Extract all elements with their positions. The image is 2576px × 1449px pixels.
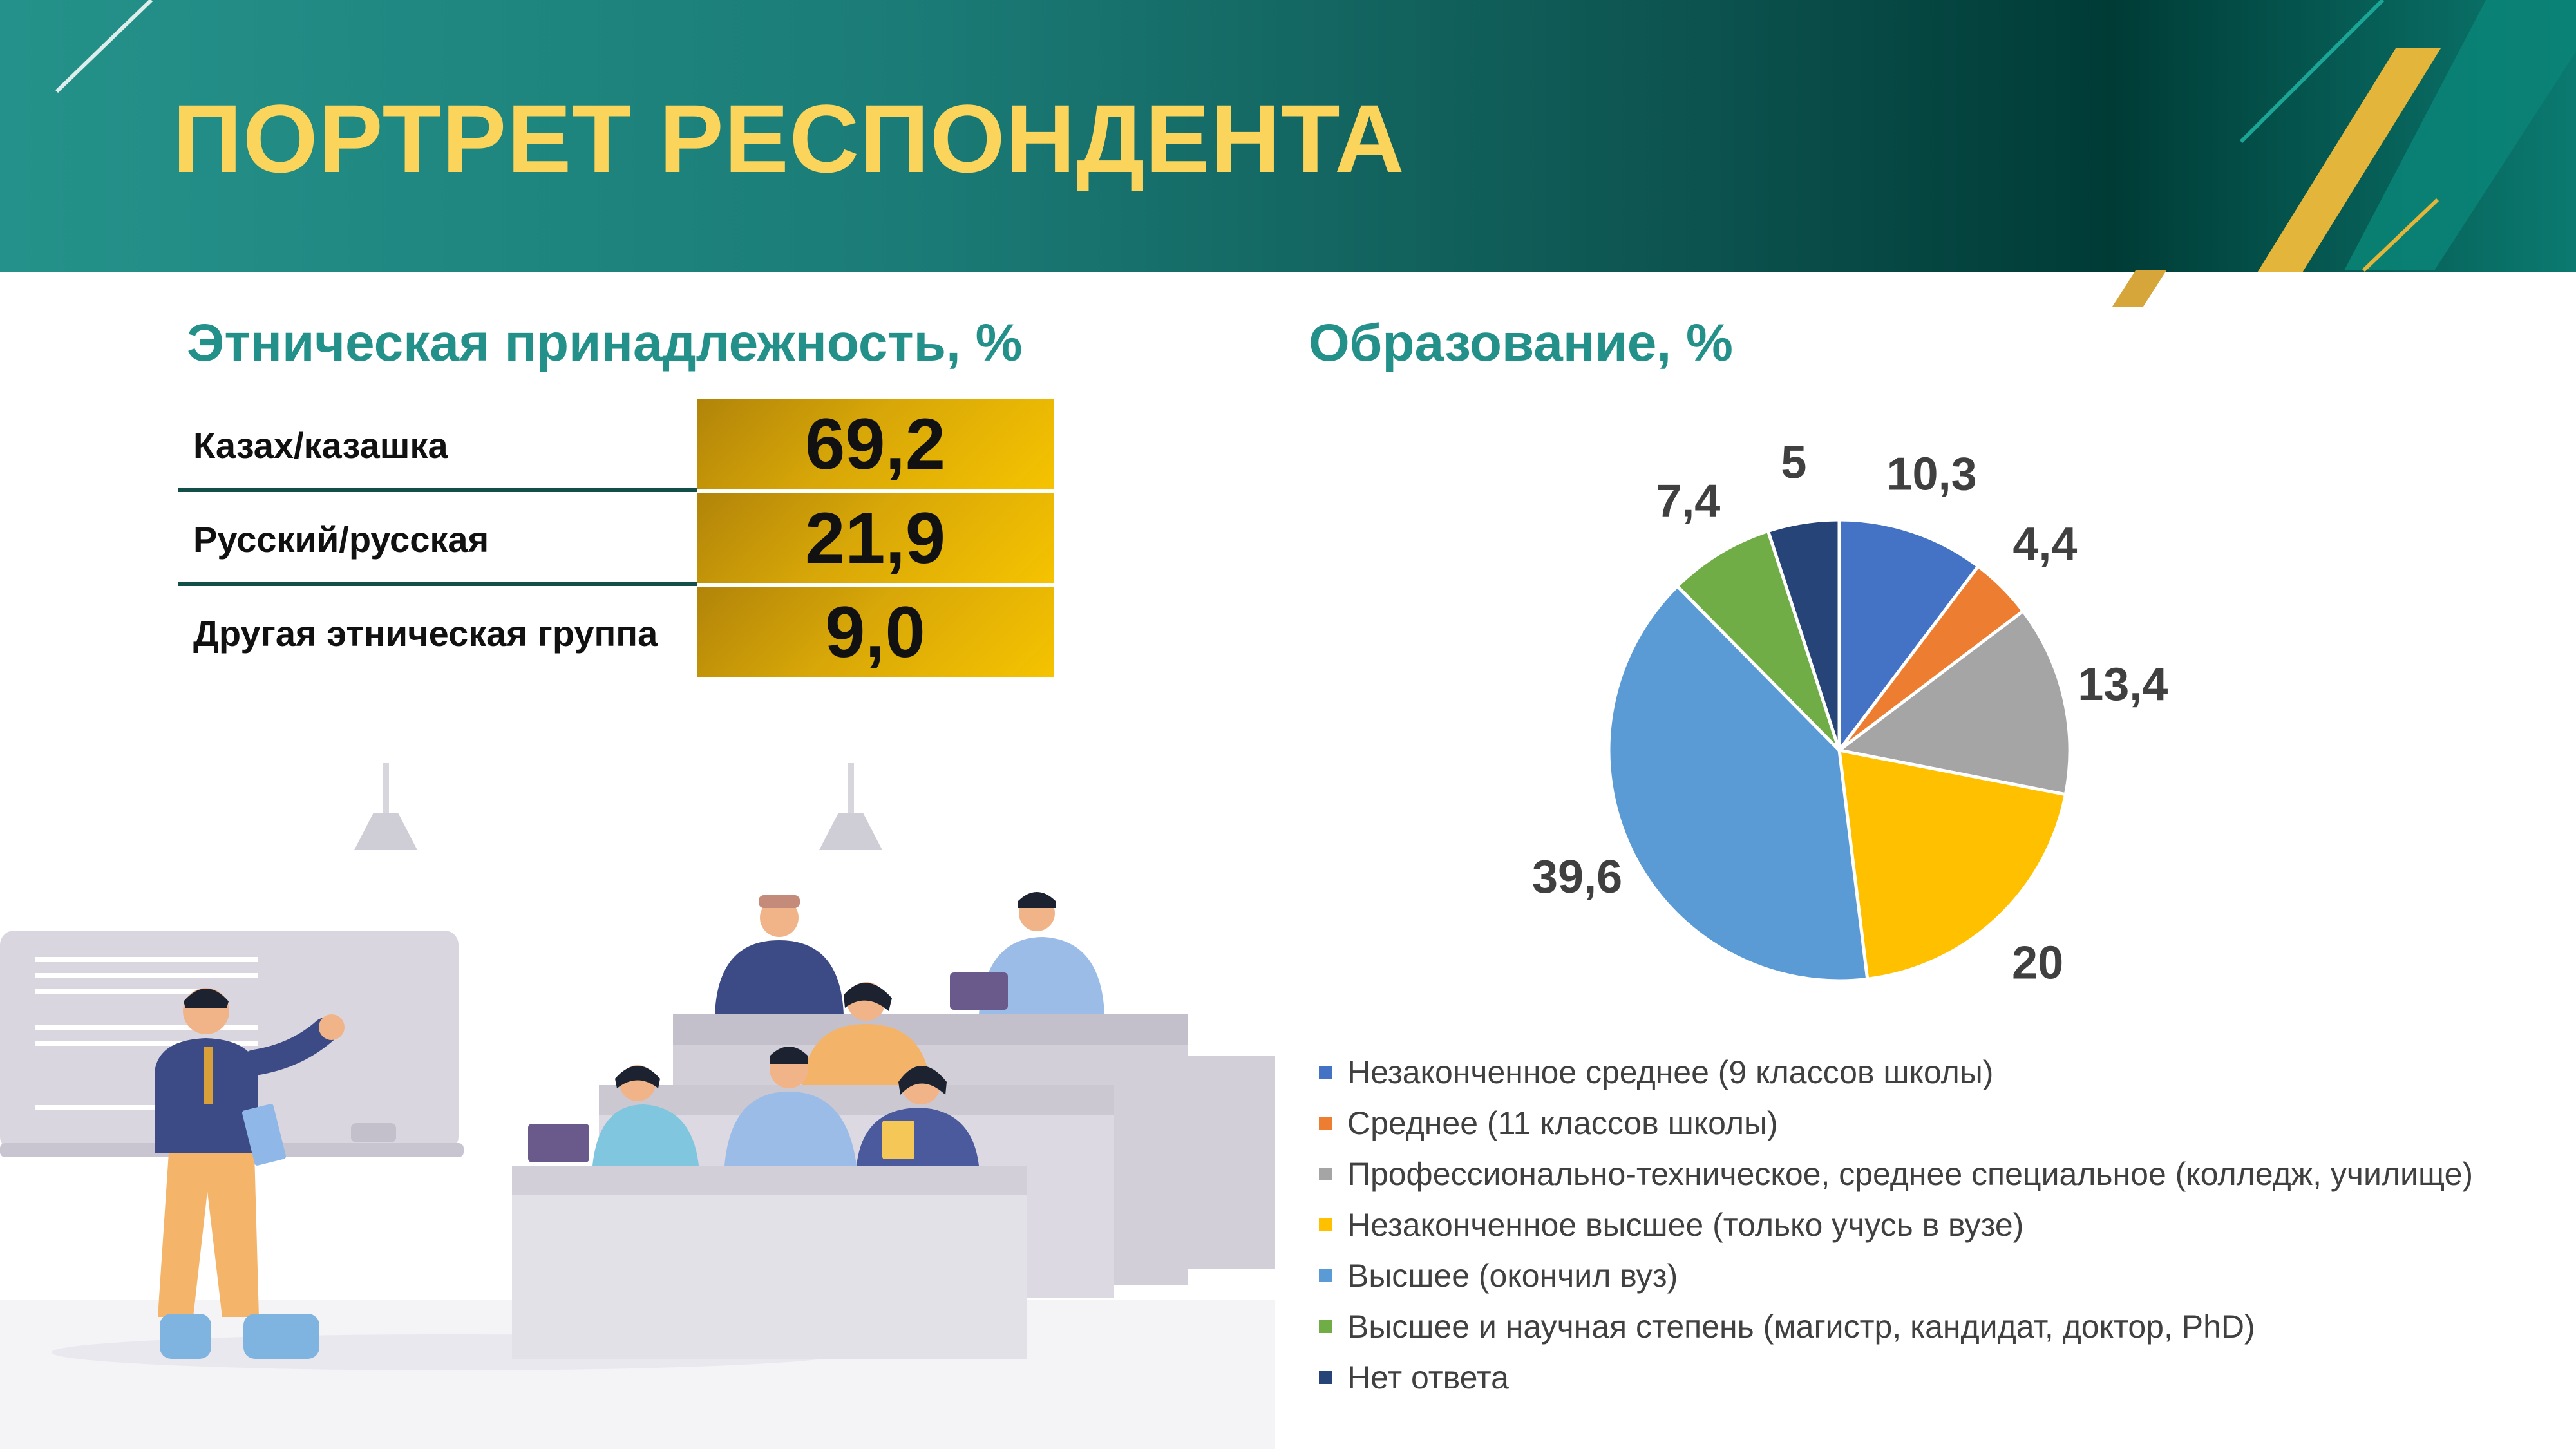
legend-label: Профессионально-техническое, среднее спе… bbox=[1347, 1155, 2474, 1192]
row-divider bbox=[178, 488, 697, 492]
legend-item: Незаконченное высшее (только учусь в вуз… bbox=[1319, 1199, 2473, 1250]
legend-label: Незаконченное высшее (только учусь в вуз… bbox=[1347, 1206, 2024, 1243]
ethnicity-row: Другая этническая группа 9,0 bbox=[178, 586, 1054, 680]
ethnicity-row: Казах/казашка 69,2 bbox=[178, 398, 1054, 492]
lecture-hall-illustration bbox=[0, 757, 1275, 1449]
legend-item: Среднее (11 классов школы) bbox=[1319, 1097, 2473, 1148]
ethnicity-value: 69,2 bbox=[697, 399, 1054, 489]
pie-data-label: 10,3 bbox=[1887, 448, 1977, 500]
ethnicity-row: Русский/русская 21,9 bbox=[178, 492, 1054, 586]
legend-label: Высшее (окончил вуз) bbox=[1347, 1257, 1678, 1294]
ethnicity-label: Другая этническая группа bbox=[193, 613, 658, 654]
education-section-title: Образование, % bbox=[1309, 314, 1733, 372]
pie-data-label: 4,4 bbox=[2012, 518, 2077, 570]
pie-data-label: 20 bbox=[2012, 938, 2063, 989]
gold-stripe-overflow bbox=[2112, 270, 2166, 307]
legend-item: Нет ответа bbox=[1319, 1352, 2473, 1403]
ethnicity-label: Русский/русская bbox=[193, 519, 489, 560]
header-banner: ПОРТРЕТ РЕСПОНДЕНТА bbox=[0, 0, 2576, 272]
legend-label: Высшее и научная степень (магистр, канди… bbox=[1347, 1308, 2255, 1345]
chart-legend: Незаконченное среднее (9 классов школы) С… bbox=[1319, 1046, 2473, 1403]
pie-slice bbox=[1835, 609, 2072, 797]
page-title: ПОРТРЕТ РЕСПОНДЕНТА bbox=[173, 84, 1405, 193]
pie-data-label: 39,6 bbox=[1532, 851, 1622, 903]
row-divider bbox=[178, 582, 697, 586]
ethnicity-table: Казах/казашка 69,2 Русский/русская 21,9 … bbox=[178, 398, 1054, 680]
pie-slice bbox=[1837, 518, 1981, 755]
legend-label: Среднее (11 классов школы) bbox=[1347, 1104, 1778, 1141]
pie-slice bbox=[1837, 748, 2068, 981]
pie-data-label: 13,4 bbox=[2078, 659, 2168, 710]
pie-slice bbox=[1675, 529, 1841, 752]
legend-swatch bbox=[1319, 1116, 1332, 1130]
ethnicity-value: 9,0 bbox=[697, 587, 1054, 677]
legend-swatch bbox=[1319, 1167, 1332, 1180]
ethnicity-label: Казах/казашка bbox=[193, 425, 448, 466]
legend-item: Профессионально-техническое, среднее спе… bbox=[1319, 1148, 2473, 1199]
legend-swatch bbox=[1319, 1370, 1332, 1384]
ethnicity-section-title: Этническая принадлежность, % bbox=[187, 314, 1023, 372]
legend-item: Высшее (окончил вуз) bbox=[1319, 1250, 2473, 1301]
legend-label: Нет ответа bbox=[1347, 1359, 1509, 1396]
pie-slice bbox=[1766, 518, 1841, 751]
pie-slice bbox=[1607, 583, 1870, 983]
legend-item: Незаконченное среднее (9 классов школы) bbox=[1319, 1046, 2473, 1097]
pie-data-label: 7,4 bbox=[1656, 476, 1720, 527]
ethnicity-value: 21,9 bbox=[697, 493, 1054, 583]
legend-label: Незаконченное среднее (9 классов школы) bbox=[1347, 1054, 1994, 1090]
legend-swatch bbox=[1319, 1065, 1332, 1079]
legend-item: Высшее и научная степень (магистр, канди… bbox=[1319, 1301, 2473, 1352]
legend-swatch bbox=[1319, 1269, 1332, 1282]
legend-swatch bbox=[1319, 1218, 1332, 1231]
pie-data-label: 5 bbox=[1781, 437, 1806, 489]
education-pie-chart: 10,3 4,4 13,4 20 39,6 7,4 5 bbox=[1532, 437, 2168, 989]
header-decoration bbox=[55, 0, 2576, 272]
legend-swatch bbox=[1319, 1320, 1332, 1333]
